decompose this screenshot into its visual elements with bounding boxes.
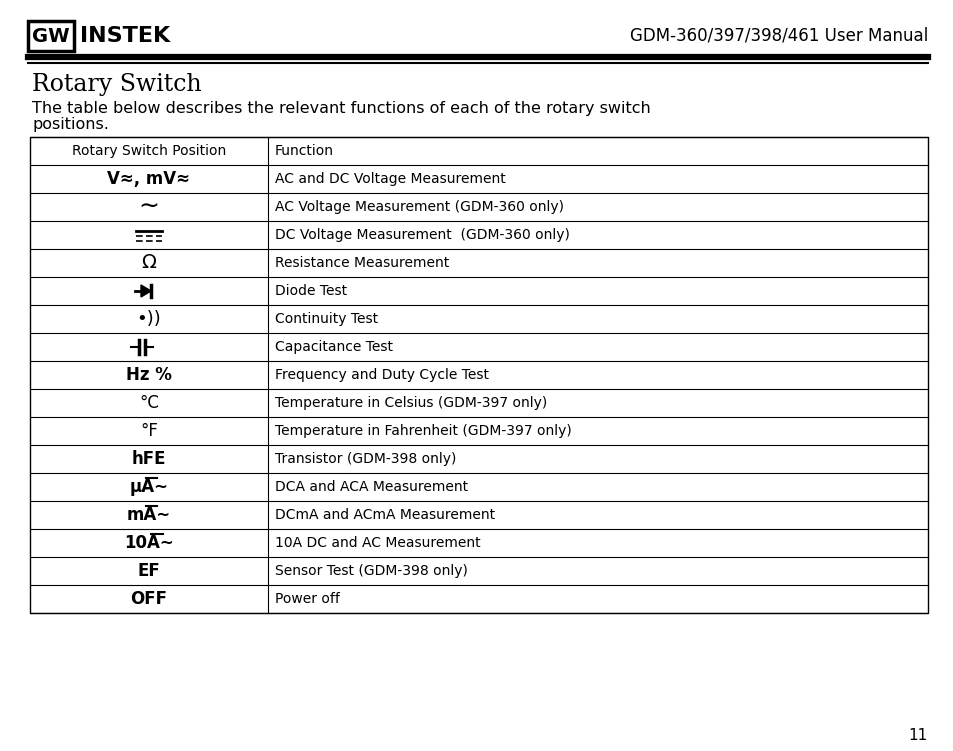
Text: Rotary Switch Position: Rotary Switch Position	[71, 144, 226, 158]
Text: 10A∼: 10A∼	[124, 534, 173, 552]
Text: Resistance Measurement: Resistance Measurement	[274, 256, 449, 270]
Text: DC Voltage Measurement  (GDM-360 only): DC Voltage Measurement (GDM-360 only)	[274, 228, 569, 242]
Text: Rotary Switch: Rotary Switch	[32, 74, 201, 96]
Text: AC and DC Voltage Measurement: AC and DC Voltage Measurement	[274, 172, 505, 186]
Text: positions.: positions.	[32, 117, 109, 132]
Text: Transistor (GDM-398 only): Transistor (GDM-398 only)	[274, 452, 456, 466]
Text: ∼: ∼	[138, 195, 159, 219]
Text: Hz %: Hz %	[126, 366, 172, 384]
Text: Function: Function	[274, 144, 334, 158]
Text: Sensor Test (GDM-398 only): Sensor Test (GDM-398 only)	[274, 564, 467, 578]
Text: DCmA and ACmA Measurement: DCmA and ACmA Measurement	[274, 508, 495, 522]
Text: V≈, mV≈: V≈, mV≈	[108, 170, 191, 188]
Text: DCA and ACA Measurement: DCA and ACA Measurement	[274, 480, 468, 494]
Text: Continuity Test: Continuity Test	[274, 312, 377, 326]
Text: Capacitance Test: Capacitance Test	[274, 340, 393, 354]
Text: 11: 11	[908, 728, 927, 743]
Text: •)): •))	[136, 310, 161, 328]
Text: μA∼: μA∼	[130, 478, 169, 496]
Text: Power off: Power off	[274, 592, 339, 606]
Text: Diode Test: Diode Test	[274, 284, 347, 298]
Text: 10A DC and AC Measurement: 10A DC and AC Measurement	[274, 536, 480, 550]
Text: °C: °C	[139, 394, 159, 412]
Text: °F: °F	[140, 422, 158, 440]
Text: GDM-360/397/398/461 User Manual: GDM-360/397/398/461 User Manual	[629, 27, 927, 45]
FancyBboxPatch shape	[28, 21, 74, 51]
Text: Frequency and Duty Cycle Test: Frequency and Duty Cycle Test	[274, 368, 489, 382]
Text: mA∼: mA∼	[127, 506, 171, 524]
Text: EF: EF	[137, 562, 160, 580]
Polygon shape	[141, 285, 151, 297]
Text: OFF: OFF	[131, 590, 168, 608]
Text: AC Voltage Measurement (GDM-360 only): AC Voltage Measurement (GDM-360 only)	[274, 200, 563, 214]
Bar	[30, 137, 927, 613]
Text: INSTEK: INSTEK	[80, 26, 170, 46]
Text: Ω: Ω	[141, 254, 156, 273]
Text: hFE: hFE	[132, 450, 166, 468]
Text: Temperature in Fahrenheit (GDM-397 only): Temperature in Fahrenheit (GDM-397 only)	[274, 424, 571, 438]
Text: Temperature in Celsius (GDM-397 only): Temperature in Celsius (GDM-397 only)	[274, 396, 547, 410]
Text: The table below describes the relevant functions of each of the rotary switch: The table below describes the relevant f…	[32, 101, 650, 116]
Text: GW: GW	[32, 26, 70, 46]
